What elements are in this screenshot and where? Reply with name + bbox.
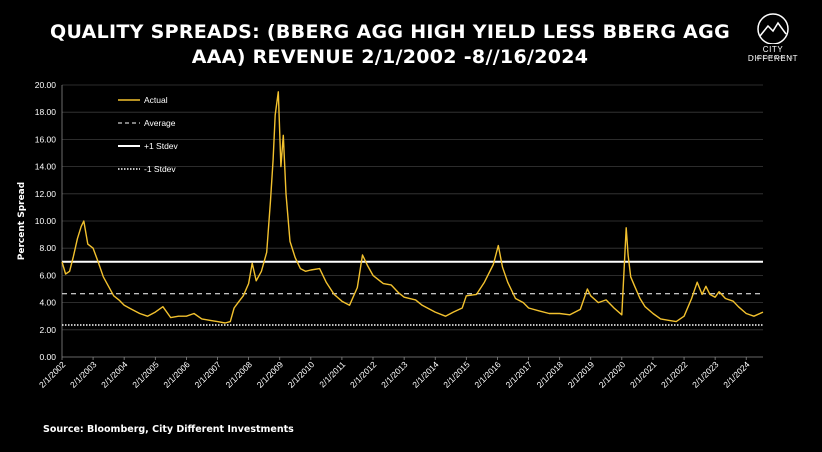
x-tick-label: 2/1/2009 xyxy=(255,359,286,390)
x-tick-label: 2/1/2011 xyxy=(317,359,347,389)
x-tick-label: 2/1/2007 xyxy=(192,359,223,390)
x-tick-label: 2/1/2021 xyxy=(628,359,659,390)
y-axis-ticks: 0.00 2.00 4.00 6.00 8.00 10.00 12.00 14.00 16.00… xyxy=(35,80,57,362)
y-tick-label: 16.00 xyxy=(35,134,57,144)
company-logo: CITY DIFFERENT INVESTMENTS xyxy=(738,12,808,63)
x-tick-label: 2/1/2014 xyxy=(410,359,441,390)
x-tick-label: 2/1/2022 xyxy=(659,359,690,390)
y-tick-label: 18.00 xyxy=(35,107,57,117)
y-tick-label: 0.00 xyxy=(39,352,56,362)
grid-lines xyxy=(61,84,763,358)
x-tick-label: 2/1/2008 xyxy=(224,359,255,390)
x-tick-label: 2/1/2016 xyxy=(472,359,503,390)
y-tick-label: 2.00 xyxy=(39,325,56,335)
y-tick-label: 12.00 xyxy=(35,189,57,199)
x-tick-label: 2/1/2004 xyxy=(99,359,130,390)
logo-name: CITY DIFFERENT xyxy=(747,45,799,63)
y-tick-label: 4.00 xyxy=(39,298,56,308)
mountain-logo-icon xyxy=(757,13,789,44)
legend: Actual Average +1 Stdev -1 Stdev xyxy=(118,95,179,174)
x-tick-label: 2/1/2006 xyxy=(161,359,192,390)
y-tick-label: 8.00 xyxy=(39,243,56,253)
series-line-actual xyxy=(61,91,764,324)
x-tick-label: 2/1/2018 xyxy=(535,359,566,390)
y-tick-label: 14.00 xyxy=(35,162,57,172)
legend-label: Average xyxy=(144,118,176,128)
x-tick-label: 2/1/2003 xyxy=(68,359,99,390)
logo-subtitle: INVESTMENTS xyxy=(752,55,794,60)
y-tick-label: 20.00 xyxy=(35,80,57,90)
x-tick-label: 2/1/2002 xyxy=(37,359,68,390)
x-tick-label: 2/1/2019 xyxy=(566,359,597,390)
x-tick-label: 2/1/2012 xyxy=(348,359,379,390)
reference-lines xyxy=(62,260,763,326)
legend-label: Actual xyxy=(144,95,168,105)
x-tick-label: 2/1/2005 xyxy=(130,359,161,390)
y-axis-label: Percent Spread xyxy=(17,182,27,260)
x-tick-label: 2/1/2010 xyxy=(286,359,317,390)
x-tick-label: 2/1/2017 xyxy=(504,359,535,390)
legend-label: -1 Stdev xyxy=(144,164,176,174)
x-tick-label: 2/1/2023 xyxy=(690,359,721,390)
series-group xyxy=(61,91,764,324)
x-tick-label: 2/1/2015 xyxy=(441,359,472,390)
legend-label: +1 Stdev xyxy=(144,141,179,151)
chart-title: QUALITY SPREADS: (BBERG AGG HIGH YIELD L… xyxy=(50,21,730,68)
x-axis-ticks: 2/1/2002 2/1/2003 2/1/2004 2/1/2005 2/1/2006… xyxy=(37,357,752,390)
y-tick-label: 6.00 xyxy=(39,270,56,280)
y-tick-label: 10.00 xyxy=(35,216,57,226)
x-tick-label: 2/1/2024 xyxy=(721,359,752,390)
x-tick-label: 2/1/2013 xyxy=(379,359,410,390)
x-tick-label: 2/1/2020 xyxy=(597,359,628,390)
source-note: Source: Bloomberg, City Different Invest… xyxy=(43,424,294,435)
